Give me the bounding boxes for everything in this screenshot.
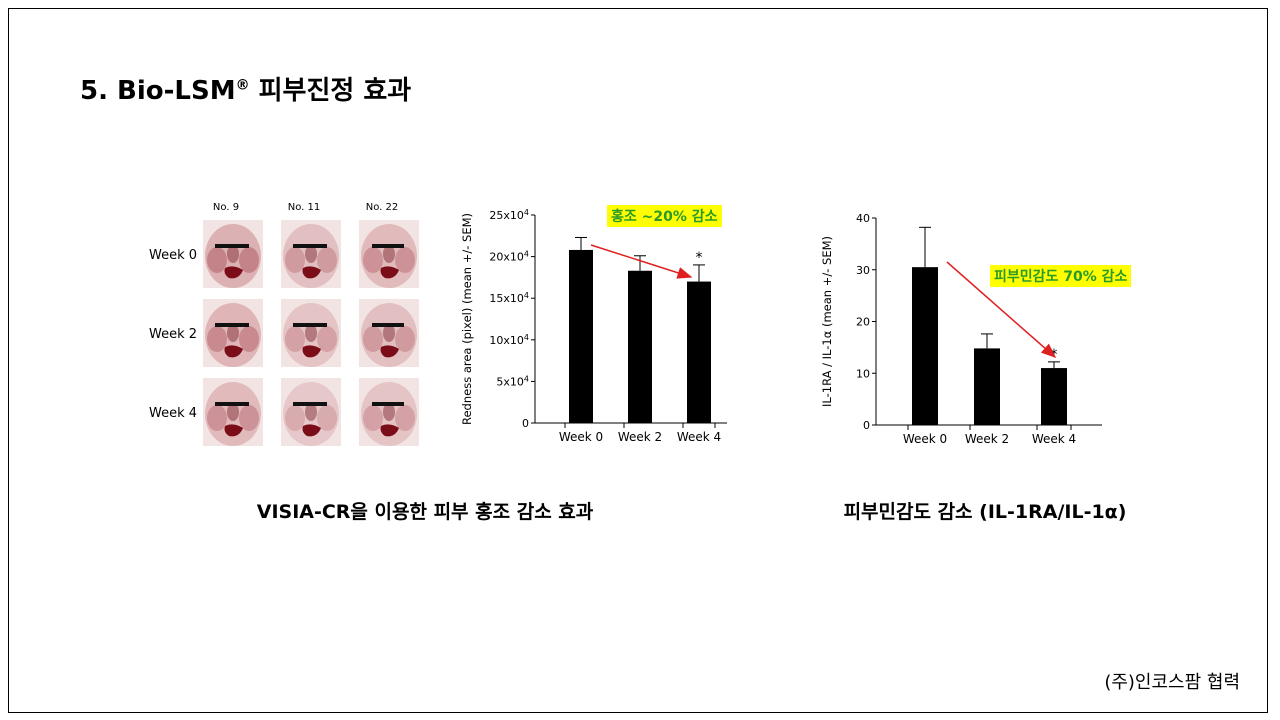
x-tick-label: Week 2 bbox=[965, 432, 1009, 446]
y-axis-label: IL-1RA / IL-1α (mean +/- SEM) bbox=[820, 236, 834, 407]
bar bbox=[912, 267, 938, 425]
photo-row-label: Week 4 bbox=[149, 406, 198, 421]
photo-column-label: No. 11 bbox=[287, 202, 321, 213]
bar bbox=[569, 249, 593, 423]
redness-chart: 0 5x104 10x104 15x104 20x104 25x104 Week 0 Week… bbox=[460, 208, 727, 444]
y-tick-label: 10x104 bbox=[489, 333, 529, 347]
face-photo bbox=[281, 299, 341, 367]
face-photo bbox=[359, 378, 419, 446]
y-tick-label: 15x104 bbox=[489, 291, 529, 305]
x-tick-label: Week 4 bbox=[677, 430, 721, 444]
face-photo bbox=[203, 299, 263, 367]
face-photo bbox=[281, 378, 341, 446]
photo-row-label: Week 2 bbox=[149, 327, 198, 342]
sensitivity-annotation: 피부민감도 70% 감소 bbox=[990, 265, 1132, 287]
y-tick-label: 25x104 bbox=[489, 208, 529, 222]
trend-arrow bbox=[946, 261, 1057, 358]
x-tick-label: Week 2 bbox=[618, 430, 662, 444]
face-photo bbox=[359, 299, 419, 367]
slide-title: 5. Bio-LSM® 피부진정 효과 bbox=[80, 76, 412, 106]
x-tick-label: Week 0 bbox=[903, 432, 947, 446]
face-photo bbox=[203, 378, 263, 446]
y-tick-label: 30 bbox=[856, 264, 870, 277]
face-photo bbox=[359, 220, 419, 288]
bar bbox=[687, 281, 711, 423]
bar bbox=[974, 348, 1000, 425]
slide-frame bbox=[8, 8, 1268, 713]
significance-mark: * bbox=[696, 250, 703, 266]
photo-column-label: No. 22 bbox=[365, 202, 399, 213]
y-tick-label: 5x104 bbox=[496, 374, 529, 388]
right-caption: 피부민감도 감소 (IL-1RA/IL-1α) bbox=[843, 501, 1127, 523]
bar bbox=[628, 270, 652, 423]
y-tick-label: 20 bbox=[856, 316, 870, 329]
face-photo bbox=[203, 220, 263, 288]
y-tick-label: 40 bbox=[856, 212, 870, 225]
y-tick-label: 0 bbox=[522, 417, 529, 430]
y-tick-label: 20x104 bbox=[489, 250, 529, 264]
face-photo bbox=[281, 220, 341, 288]
x-tick-label: Week 0 bbox=[559, 430, 603, 444]
redness-annotation: 홍조 ~20% 감소 bbox=[607, 205, 722, 227]
y-tick-label: 0 bbox=[863, 419, 870, 432]
x-tick-label: Week 4 bbox=[1032, 432, 1076, 446]
left-caption: VISIA-CR을 이용한 피부 홍조 감소 효과 bbox=[256, 501, 594, 523]
bar bbox=[1041, 368, 1067, 425]
trend-arrow bbox=[590, 244, 693, 279]
photo-column-label: No. 9 bbox=[212, 202, 240, 213]
y-axis-label: Redness area (pixel) (mean +/- SEM) bbox=[460, 213, 474, 425]
photo-row-label: Week 0 bbox=[149, 248, 198, 263]
y-tick-label: 10 bbox=[856, 367, 870, 380]
footer-credit: (주)인코스팜 협력 bbox=[1104, 672, 1240, 693]
